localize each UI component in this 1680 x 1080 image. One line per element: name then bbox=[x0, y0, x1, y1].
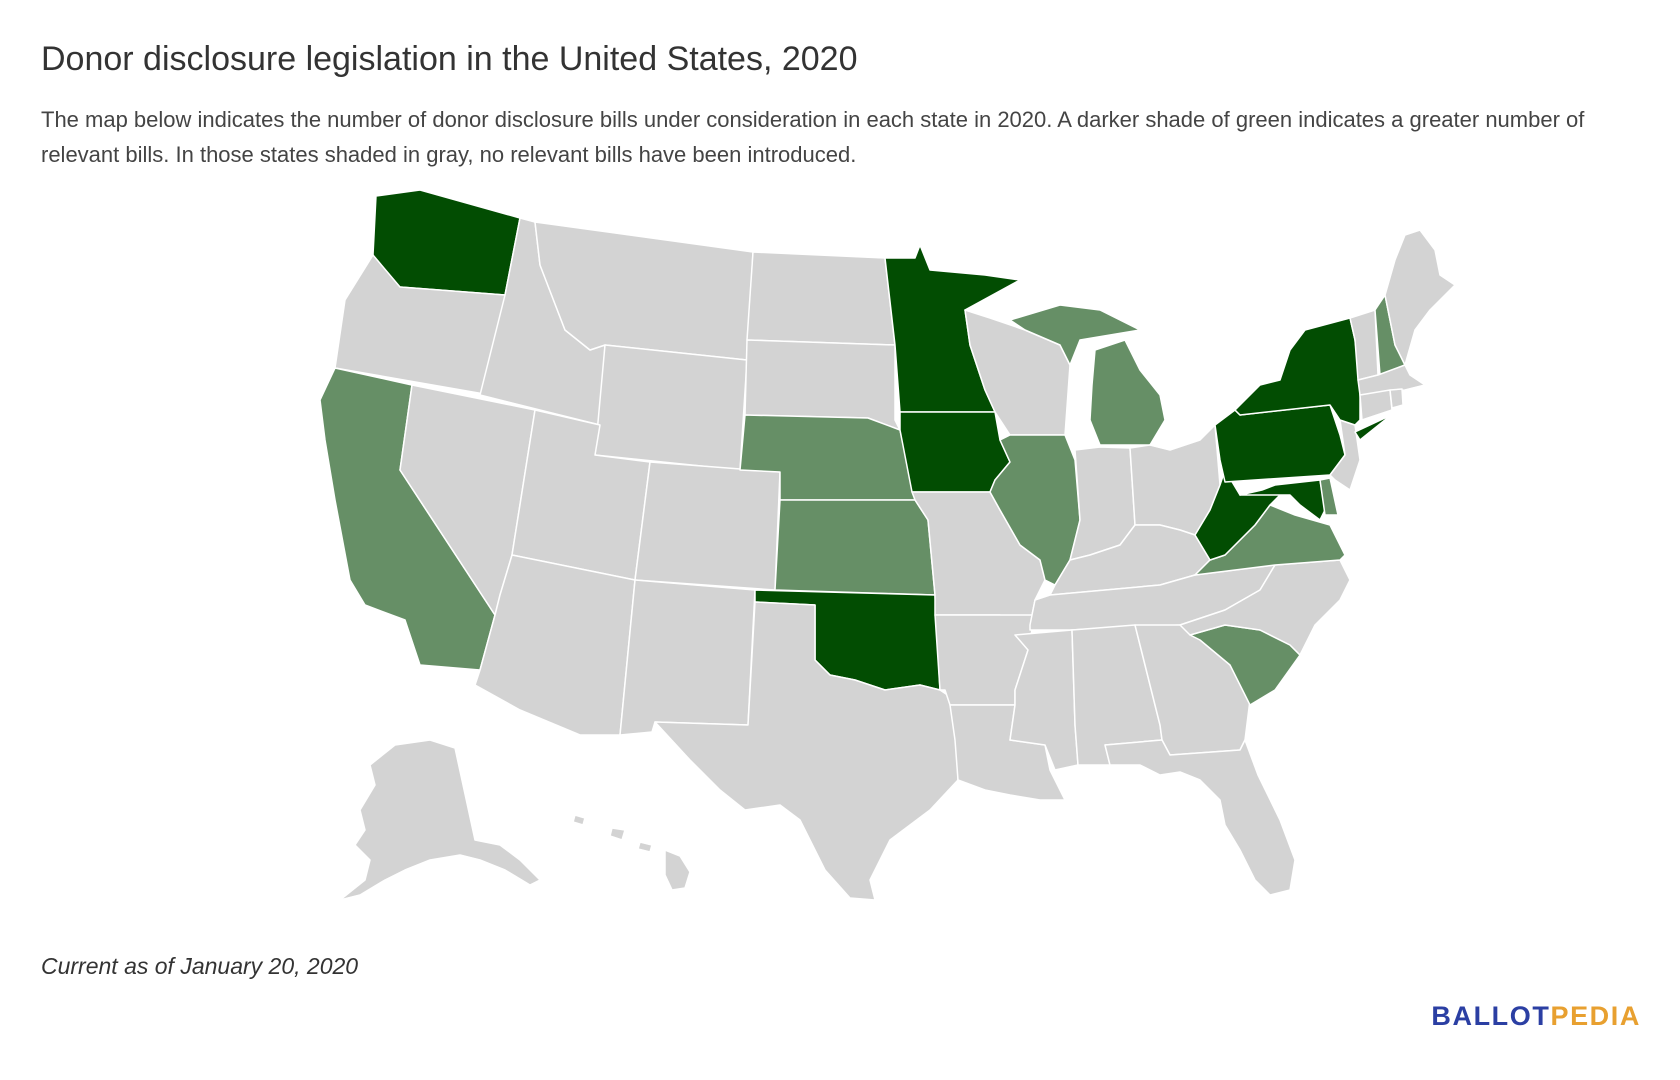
states-layer bbox=[319, 189, 1456, 901]
state-maine bbox=[1384, 229, 1456, 366]
state-iowa bbox=[899, 411, 1011, 493]
state-michigan bbox=[1009, 304, 1166, 446]
state-north-carolina bbox=[1179, 559, 1351, 656]
state-texas bbox=[654, 601, 959, 901]
state-florida bbox=[1104, 739, 1296, 896]
state-new-mexico bbox=[619, 579, 756, 736]
state-colorado bbox=[634, 461, 781, 591]
map-title: Donor disclosure legislation in the Unit… bbox=[41, 40, 858, 78]
state-delaware bbox=[1319, 477, 1339, 516]
state-washington bbox=[372, 189, 521, 296]
state-maryland bbox=[1239, 479, 1326, 521]
state-pennsylvania bbox=[1214, 404, 1346, 483]
state-connecticut bbox=[1359, 389, 1393, 421]
state-rhode-island bbox=[1389, 388, 1404, 409]
logo-ballot-text: BALLOT bbox=[1431, 1001, 1551, 1031]
state-alaska bbox=[339, 739, 541, 901]
map-description: The map below indicates the number of do… bbox=[41, 107, 1585, 167]
state-north-dakota bbox=[746, 251, 896, 346]
state-kansas bbox=[774, 499, 936, 596]
state-hawaii bbox=[572, 814, 691, 891]
footnote: Current as of January 20, 2020 bbox=[41, 953, 359, 979]
logo-pedia-text: PEDIA bbox=[1550, 1001, 1641, 1031]
ballotpedia-logo[interactable]: BALLOTPEDIA bbox=[1431, 1001, 1641, 1032]
state-wyoming bbox=[594, 344, 748, 471]
